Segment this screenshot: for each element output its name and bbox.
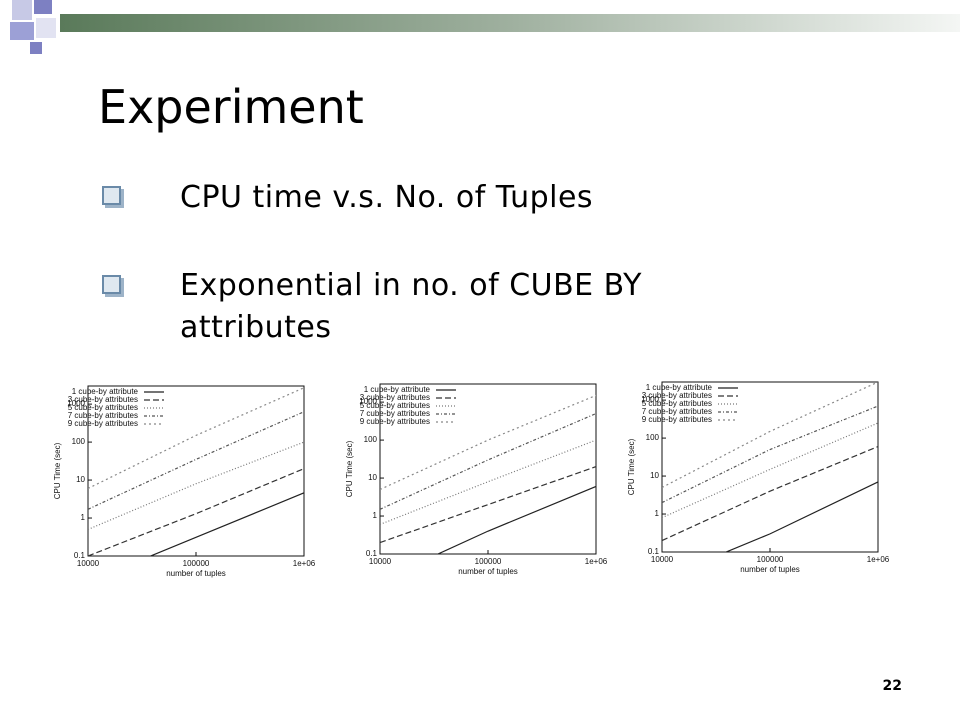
legend-label: 9 cube-by attributes [68,419,138,428]
y-tick-label: 1000 [359,397,377,406]
slide-title: Experiment [98,80,364,134]
y-tick-label: 10 [650,471,659,480]
y-tick-label: 1000 [67,399,85,408]
x-tick-label: 1e+06 [867,555,890,564]
bullet-icon [102,186,121,205]
series-line [380,412,596,510]
series-line [662,422,878,519]
x-tick-label: 10000 [77,559,100,568]
y-axis-label: CPU Time (sec) [53,442,62,499]
legend-label: 5 cube-by attributes [642,399,712,408]
series-line [436,485,596,554]
legend-label: 1 cube-by attribute [646,383,713,392]
x-tick-label: 10000 [651,555,674,564]
y-tick-label: 1 [81,513,86,522]
series-line [662,445,878,542]
bullet-icon [102,275,121,294]
legend-label: 3 cube-by attributes [360,393,430,402]
x-tick-label: 1e+06 [585,557,608,566]
legend-label: 9 cube-by attributes [360,417,430,426]
y-axis-label: CPU Time (sec) [345,440,354,497]
legend-label: 5 cube-by attributes [360,401,430,410]
legend-label: 1 cube-by attribute [72,387,139,396]
y-tick-label: 100 [364,435,378,444]
bullet-text: Exponential in no. of CUBE BY [180,268,642,303]
y-tick-label: 10 [76,475,85,484]
legend-label: 3 cube-by attributes [68,395,138,404]
series-line [662,382,878,489]
y-tick-label: 1000 [641,395,659,404]
legend-label: 9 cube-by attributes [642,415,712,424]
series-line [149,492,304,556]
series-line [88,387,304,490]
series-line [724,481,878,552]
y-tick-label: 100 [72,437,86,446]
series-line [662,405,878,504]
series-group [380,394,596,554]
x-axis-label: number of tuples [166,569,226,578]
legend-label: 5 cube-by attributes [68,403,138,412]
legend-label: 7 cube-by attributes [642,407,712,416]
chart: 0.1 1 10 100 1000 10000 100000 1e+06 number of t… [53,385,316,578]
chart: 0.1 1 10 100 1000 10000 100000 1e+06 number of t… [627,381,890,574]
y-tick-label: 0.1 [648,547,660,556]
series-group [662,382,878,552]
series-line [88,441,304,531]
y-tick-label: 1 [655,509,660,518]
legend-label: 1 cube-by attribute [364,385,431,394]
x-tick-label: 1e+06 [293,559,316,568]
series-line [88,411,304,510]
series-line [380,439,596,526]
legend-label: 7 cube-by attributes [68,411,138,420]
x-tick-label: 10000 [369,557,392,566]
series-line [88,468,304,556]
x-tick-label: 100000 [183,559,210,568]
page-number: 22 [882,678,902,694]
x-axis-label: number of tuples [458,567,518,576]
x-tick-label: 100000 [757,555,784,564]
y-tick-label: 10 [368,473,377,482]
bullet-text: CPU time v.s. No. of Tuples [180,180,594,215]
chart: 0.1 1 10 100 1000 10000 100000 1e+06 number of t… [345,383,608,576]
legend-label: 7 cube-by attributes [360,409,430,418]
x-tick-label: 100000 [475,557,502,566]
y-tick-label: 0.1 [366,549,378,558]
legend-label: 3 cube-by attributes [642,391,712,400]
series-group [88,387,304,556]
y-tick-label: 100 [646,433,660,442]
series-line [380,394,596,491]
x-axis-label: number of tuples [740,565,800,574]
series-line [380,466,596,544]
header-decoration [10,0,960,54]
bullet-text: attributes [180,310,332,345]
y-tick-label: 1 [373,511,378,520]
y-axis-label: CPU Time (sec) [627,438,636,495]
y-tick-label: 0.1 [74,551,86,560]
